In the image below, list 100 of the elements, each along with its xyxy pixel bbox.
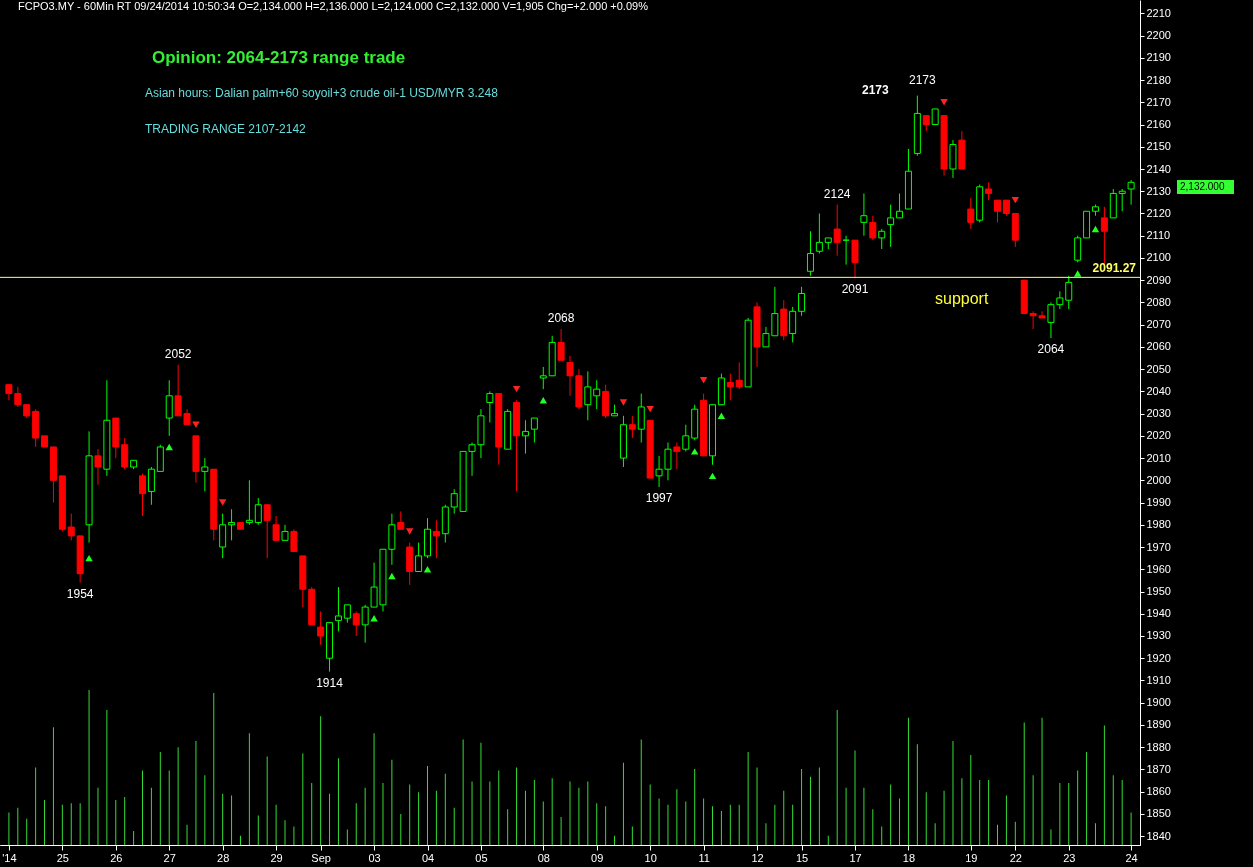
point — [708, 472, 717, 480]
point — [1073, 270, 1082, 277]
x-tick-label: 28 — [217, 851, 230, 864]
candlestick — [1074, 235, 1082, 263]
point — [940, 99, 948, 106]
candlestick — [735, 361, 743, 390]
candlestick — [352, 611, 360, 637]
x-tick-label: 18 — [902, 851, 916, 864]
y-tick-label: 2010 — [1146, 451, 1171, 464]
y-tick-label: 2200 — [1146, 29, 1171, 42]
x-tick-label: 26 — [110, 851, 123, 864]
candlestick — [789, 306, 797, 343]
candlestick — [860, 192, 868, 237]
point — [1091, 225, 1100, 233]
y-tick-label: 1890 — [1146, 718, 1171, 731]
x-tick-label: 12 — [751, 851, 764, 864]
text: Opinion: 2064-2173 range trade — [152, 48, 406, 67]
candlestick — [896, 192, 904, 219]
annotation: FCPO3.MY - 60Min RT 09/24/2014 10:50:34 O=2,134.000 H=2,136.000 L=2,124.000 C=2,132.000 V=1,905 Chg=+2.000 +0.09% — [18, 0, 649, 12]
y-tick-label: 1930 — [1146, 629, 1171, 642]
point — [218, 499, 227, 506]
candlestick — [139, 473, 146, 517]
y-tick-label: 1960 — [1146, 562, 1171, 575]
annotation: 1997 — [645, 490, 673, 505]
y-tick-label: 2130 — [1146, 184, 1171, 197]
candlestick — [851, 239, 859, 279]
y-tick-label: 2050 — [1146, 362, 1171, 375]
annotation: TRADING RANGE 2107-2142 — [145, 122, 307, 136]
y-tick-label: 1910 — [1146, 673, 1171, 686]
annotation: 2052 — [164, 346, 192, 361]
x-tick-label: 03 — [368, 851, 381, 864]
x-tick-label: 25 — [56, 851, 69, 864]
annotation: 2068 — [547, 311, 575, 326]
x-tick-label: 15 — [795, 851, 809, 864]
y-tick-label: 1860 — [1146, 785, 1171, 798]
annotation: 2173 — [909, 73, 937, 87]
x-tick-label: 27 — [163, 851, 176, 864]
y-tick-label: 2110 — [1146, 229, 1171, 242]
candlestick — [228, 508, 236, 541]
candlestick — [1065, 275, 1073, 310]
y-tick-label: 2060 — [1146, 340, 1171, 353]
text: Asian hours: Dalian palm+60 soyoil+3 crude oil-1 USD/MYR 3.248 — [145, 86, 499, 100]
candlestick — [67, 513, 75, 541]
y-tick-label: 2020 — [1146, 429, 1171, 442]
candlestick — [94, 448, 102, 486]
y-tick-label: 2210 — [1146, 6, 1171, 19]
point — [165, 443, 173, 451]
y-tick-label: 2100 — [1146, 251, 1171, 264]
y-tick-label: 1900 — [1146, 696, 1171, 709]
y-tick-label: 2180 — [1146, 73, 1171, 86]
candlestick — [673, 442, 681, 470]
candlestick — [798, 286, 806, 317]
x-tick-label: 11 — [698, 851, 710, 864]
annotation: 1914 — [316, 675, 344, 690]
candlestick — [521, 419, 529, 455]
ref-line-label: 2091.27 — [1092, 261, 1137, 276]
annotation: 1954 — [66, 586, 94, 601]
y-tick-label: 2190 — [1146, 51, 1171, 64]
candlestick — [815, 212, 823, 254]
y-tick-label: 2120 — [1146, 206, 1171, 219]
point — [646, 405, 654, 413]
candlestick — [994, 199, 1001, 223]
y-tick-label: 2000 — [1146, 473, 1171, 486]
candlestick — [165, 379, 173, 437]
y-tick-label: 2080 — [1146, 295, 1171, 308]
candlestick — [682, 424, 690, 452]
x-tick-label: 22 — [1009, 851, 1022, 864]
candlestick — [272, 515, 280, 541]
x-tick-label: 29 — [270, 851, 283, 864]
candlestick — [121, 437, 129, 470]
candlestick — [290, 528, 298, 552]
x-tick-label: 17 — [849, 851, 862, 864]
candlestick — [219, 513, 227, 559]
x-tick-label: 04 — [421, 851, 435, 864]
y-tick-label: 1990 — [1146, 496, 1171, 509]
candlestick — [967, 197, 975, 230]
candlestick — [415, 542, 423, 572]
y-tick-label: 2070 — [1146, 318, 1171, 331]
candlestick — [878, 228, 886, 250]
candlestick — [869, 215, 877, 241]
y-tick-label: 2150 — [1146, 140, 1171, 153]
candlestick — [1118, 188, 1126, 212]
candlestick — [806, 230, 814, 277]
candlestick — [254, 497, 262, 526]
candlestick — [317, 611, 325, 646]
y-tick-label: 1880 — [1146, 740, 1171, 753]
annotation: 2091 — [841, 281, 869, 296]
x-tick-label: 09 — [591, 851, 604, 864]
y-tick-label: 1870 — [1146, 762, 1171, 775]
y-tick-label: 2030 — [1146, 407, 1171, 420]
candlestick — [263, 504, 271, 559]
candlestick — [245, 479, 253, 526]
x-tick-label: 05 — [475, 851, 488, 864]
y-tick-label: 1840 — [1146, 829, 1171, 842]
y-tick-label: 1850 — [1146, 807, 1171, 820]
point — [690, 448, 699, 455]
candlestick — [726, 373, 734, 401]
y-tick-label: 2090 — [1146, 273, 1171, 286]
annotation: 2173 — [862, 83, 890, 97]
x-tick-label: 08 — [537, 851, 550, 864]
